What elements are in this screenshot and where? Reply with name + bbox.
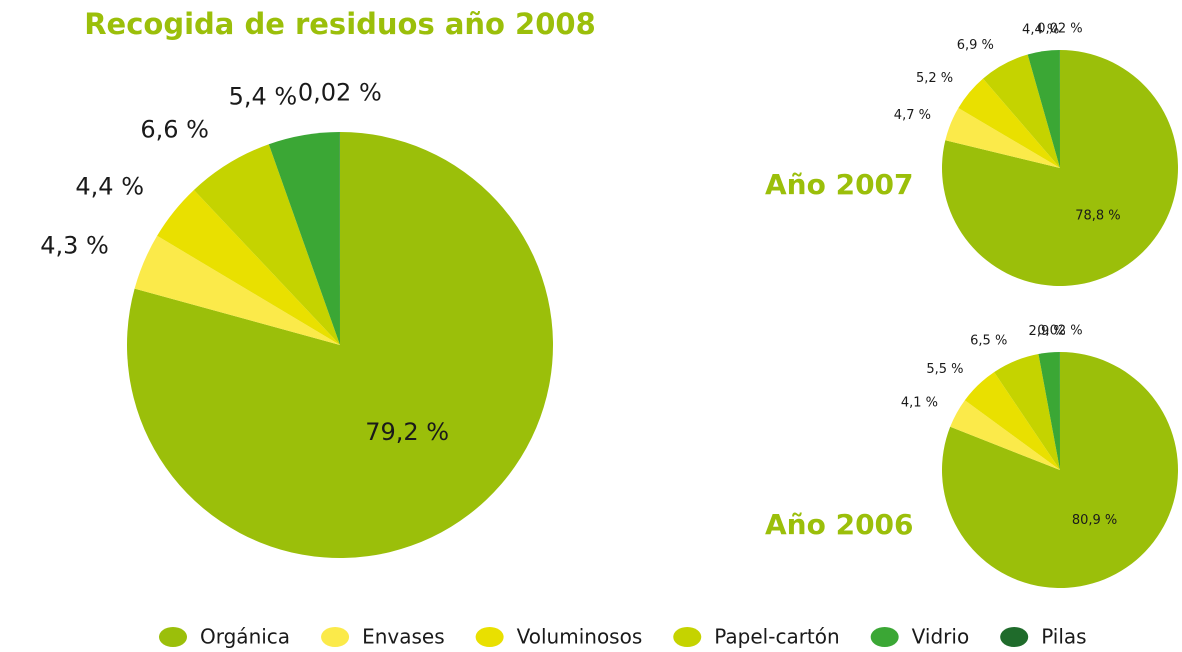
data-label: 0,02 % bbox=[298, 79, 382, 107]
legend-marker bbox=[475, 627, 504, 647]
pie-slice bbox=[942, 50, 1178, 287]
data-label: 4,1 % bbox=[901, 395, 938, 410]
pie-slice bbox=[268, 132, 340, 345]
chart-title: Año 2007 bbox=[765, 168, 914, 201]
data-label: 5,4 % bbox=[229, 82, 298, 110]
pie-slice bbox=[950, 400, 1060, 470]
data-label: 4,3 % bbox=[40, 231, 109, 259]
data-label: 78,8 % bbox=[1075, 209, 1120, 224]
pie-slice bbox=[982, 54, 1060, 168]
pie-slice bbox=[945, 108, 1060, 168]
legend-label: Envases bbox=[362, 625, 445, 649]
data-label: 79,2 % bbox=[365, 418, 449, 446]
data-label: 80,9 % bbox=[1072, 513, 1117, 528]
legend-marker bbox=[159, 627, 187, 647]
data-label: 5,5 % bbox=[926, 362, 963, 377]
data-label: 6,9 % bbox=[957, 38, 994, 53]
pie-slice bbox=[994, 353, 1060, 470]
legend-marker bbox=[870, 627, 899, 647]
pie-slice bbox=[134, 235, 340, 345]
legend-marker bbox=[321, 627, 350, 647]
pie-slice bbox=[193, 144, 340, 345]
pie-slice bbox=[964, 372, 1060, 470]
legend-marker bbox=[673, 627, 702, 647]
data-label: 2,9 % bbox=[1029, 324, 1066, 339]
pie-slice bbox=[1038, 352, 1060, 470]
data-label: 6,6 % bbox=[140, 116, 209, 144]
legend-label: Papel-cartón bbox=[714, 625, 839, 649]
data-label: 4,7 % bbox=[894, 108, 931, 123]
data-label: 0,02 % bbox=[1037, 21, 1082, 36]
chart-title: Recogida de residuos año 2008 bbox=[84, 7, 596, 41]
data-label: 0,02 % bbox=[1037, 323, 1082, 338]
legend-label: Vidrio bbox=[912, 625, 970, 649]
legend-marker bbox=[1000, 627, 1029, 647]
pie-slice bbox=[157, 190, 340, 345]
data-label: 6,5 % bbox=[970, 334, 1007, 349]
legend-label: Voluminosos bbox=[517, 625, 643, 649]
pie-slice bbox=[1027, 50, 1060, 168]
pie-slice bbox=[127, 132, 554, 559]
data-label: 4,4 % bbox=[75, 173, 144, 201]
legend-label: Orgánica bbox=[200, 625, 290, 649]
data-label: 5,2 % bbox=[916, 71, 953, 86]
data-label: 4,4 % bbox=[1022, 23, 1059, 38]
pie-slice bbox=[958, 78, 1060, 168]
chart-title: Año 2006 bbox=[765, 508, 914, 541]
legend-label: Pilas bbox=[1041, 625, 1086, 649]
